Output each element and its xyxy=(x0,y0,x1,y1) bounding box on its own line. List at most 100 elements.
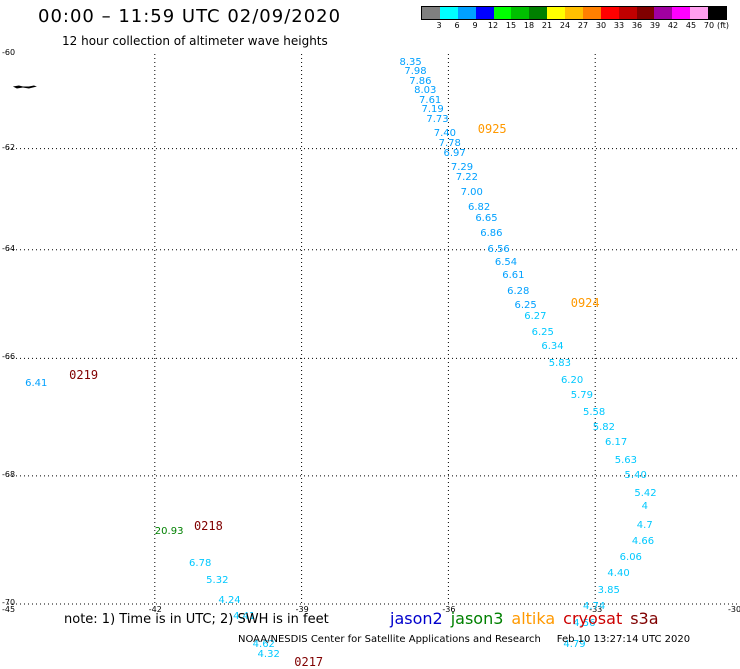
legend-swatch xyxy=(493,7,512,19)
wave-height-reading: 4.79 xyxy=(563,638,586,650)
legend-swatch xyxy=(547,7,565,19)
legend-tick-label: 3 xyxy=(436,21,442,30)
wave-height-reading: 7.98 xyxy=(404,66,427,78)
longitude-label: -42 xyxy=(148,605,162,614)
pass-time-label: 0219 xyxy=(69,368,99,383)
legend-swatch xyxy=(708,7,726,19)
legend-swatch xyxy=(618,7,637,19)
wave-height-reading: 7.29 xyxy=(450,162,474,174)
legend-tick-label: 70 xyxy=(703,21,715,30)
legend-swatch xyxy=(600,7,619,19)
wave-height-reading: 7.22 xyxy=(455,172,478,184)
pass-time-label: 0217 xyxy=(294,655,324,669)
satellite-name: altika xyxy=(511,609,556,628)
legend-swatch xyxy=(582,7,601,19)
legend-swatch xyxy=(439,7,458,19)
wave-height-reading: 8.03 xyxy=(414,85,437,97)
satellite-name: cryosat xyxy=(563,609,623,628)
satellite-name: jason3 xyxy=(450,609,504,628)
legend-tick-label: 24 xyxy=(559,21,571,30)
wave-height-reading: 8.35 xyxy=(399,57,422,69)
wave-height-reading: 6.20 xyxy=(560,375,584,387)
land-island xyxy=(12,85,37,89)
wave-height-reading: 6.06 xyxy=(619,551,642,563)
wave-height-reading: 4.56 xyxy=(573,618,596,630)
latitude-label: -62 xyxy=(2,142,16,152)
wave-height-reading: 6.34 xyxy=(541,341,564,353)
latitude-label: -60 xyxy=(2,48,16,57)
legend-tick-label: 42 xyxy=(667,21,679,30)
wave-height-reading: 7.78 xyxy=(438,137,461,149)
longitude-label: -36 xyxy=(442,605,456,614)
legend-swatch xyxy=(457,7,476,19)
pass-time-label: 0218 xyxy=(193,518,223,533)
legend-tick-label: 6 xyxy=(454,21,460,30)
wave-height-reading: 6.61 xyxy=(502,270,525,282)
wave-height-reading: 5.40 xyxy=(624,469,647,481)
wave-height-reading: 6.65 xyxy=(475,212,498,224)
wave-height-reading: 6.78 xyxy=(189,558,212,570)
units-note: note: 1) Time is in UTC; 2) SWH is in fe… xyxy=(64,612,329,627)
wave-height-reading: 6.82 xyxy=(467,202,491,214)
legend-unit-label: (ft) xyxy=(716,21,730,30)
page-subtitle: 12 hour collection of altimeter wave hei… xyxy=(62,34,328,48)
legend-tick-label: 39 xyxy=(649,21,661,30)
legend-swatch xyxy=(654,7,673,19)
satellite-name: s3a xyxy=(630,609,659,628)
generated-timestamp: Feb 10 13:27:14 UTC 2020 xyxy=(556,634,691,645)
wave-height-reading: 5.79 xyxy=(570,389,593,401)
wave-height-reading: 4.66 xyxy=(631,535,655,547)
latitude-label: -68 xyxy=(2,469,16,479)
latitude-label: -66 xyxy=(2,352,16,362)
wave-height-reading: 7.40 xyxy=(433,128,456,140)
pass-time-label: 0924 xyxy=(570,296,600,311)
legend-tick-label: 45 xyxy=(685,21,697,30)
wave-height-reading: 7.86 xyxy=(409,75,432,87)
wave-height-reading: 7.19 xyxy=(421,104,444,116)
wave-height-reading: 5.32 xyxy=(206,574,229,586)
wave-height-reading: 4.62 xyxy=(252,638,275,650)
legend-swatch xyxy=(422,7,440,19)
wave-height-reading: 6.97 xyxy=(443,147,466,159)
longitude-label: -45 xyxy=(2,605,16,614)
legend-tick-label: 21 xyxy=(541,21,553,30)
longitude-label: -39 xyxy=(295,605,309,614)
wave-height-reading: 6.41 xyxy=(25,377,48,389)
satellite-legend: jason2 jason3 altika cryosat s3a xyxy=(390,609,667,628)
wave-height-reading: 6.25 xyxy=(514,299,537,311)
wave-height-reading: 5.58 xyxy=(582,406,606,418)
credit-text: NOAA/NESDIS Center for Satellite Applica… xyxy=(238,634,541,645)
wave-height-reading: 7.61 xyxy=(419,94,442,106)
wave-height-reading: 5.63 xyxy=(614,454,638,466)
wave-height-reading: 7.00 xyxy=(460,187,483,199)
wave-height-reading: 4.40 xyxy=(607,568,630,580)
legend-tick-label: 33 xyxy=(613,21,625,30)
pass-time-label: 0925 xyxy=(477,122,507,137)
wave-height-reading: 4.7 xyxy=(636,519,653,531)
wave-height-reading: 4.32 xyxy=(257,649,280,661)
wave-height-reading: 4.24 xyxy=(218,594,241,606)
legend-swatch xyxy=(475,7,494,19)
legend-tick-label: 15 xyxy=(505,21,517,30)
legend-tick-label: 12 xyxy=(487,21,499,30)
longitude-label: -33 xyxy=(589,605,603,614)
latitude-label: -70 xyxy=(2,598,16,607)
legend-swatch xyxy=(529,7,548,19)
latitude-label: -64 xyxy=(2,243,16,253)
wave-height-reading: 4.74 xyxy=(582,601,606,613)
wave-height-reading: 6.54 xyxy=(494,256,518,268)
wave-height-reading: 7.73 xyxy=(426,113,449,125)
wave-height-reading: 6.56 xyxy=(487,243,510,255)
longitude-label: -30 xyxy=(728,605,740,614)
legend-tick-label: 9 xyxy=(472,21,478,30)
legend-swatch xyxy=(690,7,708,19)
legend-swatch xyxy=(672,7,691,19)
map-panel[interactable]: -60 -62 -64 -66 -68 -70 -45 -42 -39 -36 -33 -30 8.35… xyxy=(2,48,740,668)
wave-height-reading: 6.17 xyxy=(604,436,628,448)
wave-height-color-legend xyxy=(421,6,727,20)
wave-height-reading: 4.41 xyxy=(233,611,256,623)
satellite-name: jason2 xyxy=(390,609,443,628)
wave-height-reading: 4 xyxy=(641,500,649,512)
page-title: 00:00 – 11:59 UTC 02/09/2020 xyxy=(38,6,342,27)
legend-swatch xyxy=(511,7,530,19)
